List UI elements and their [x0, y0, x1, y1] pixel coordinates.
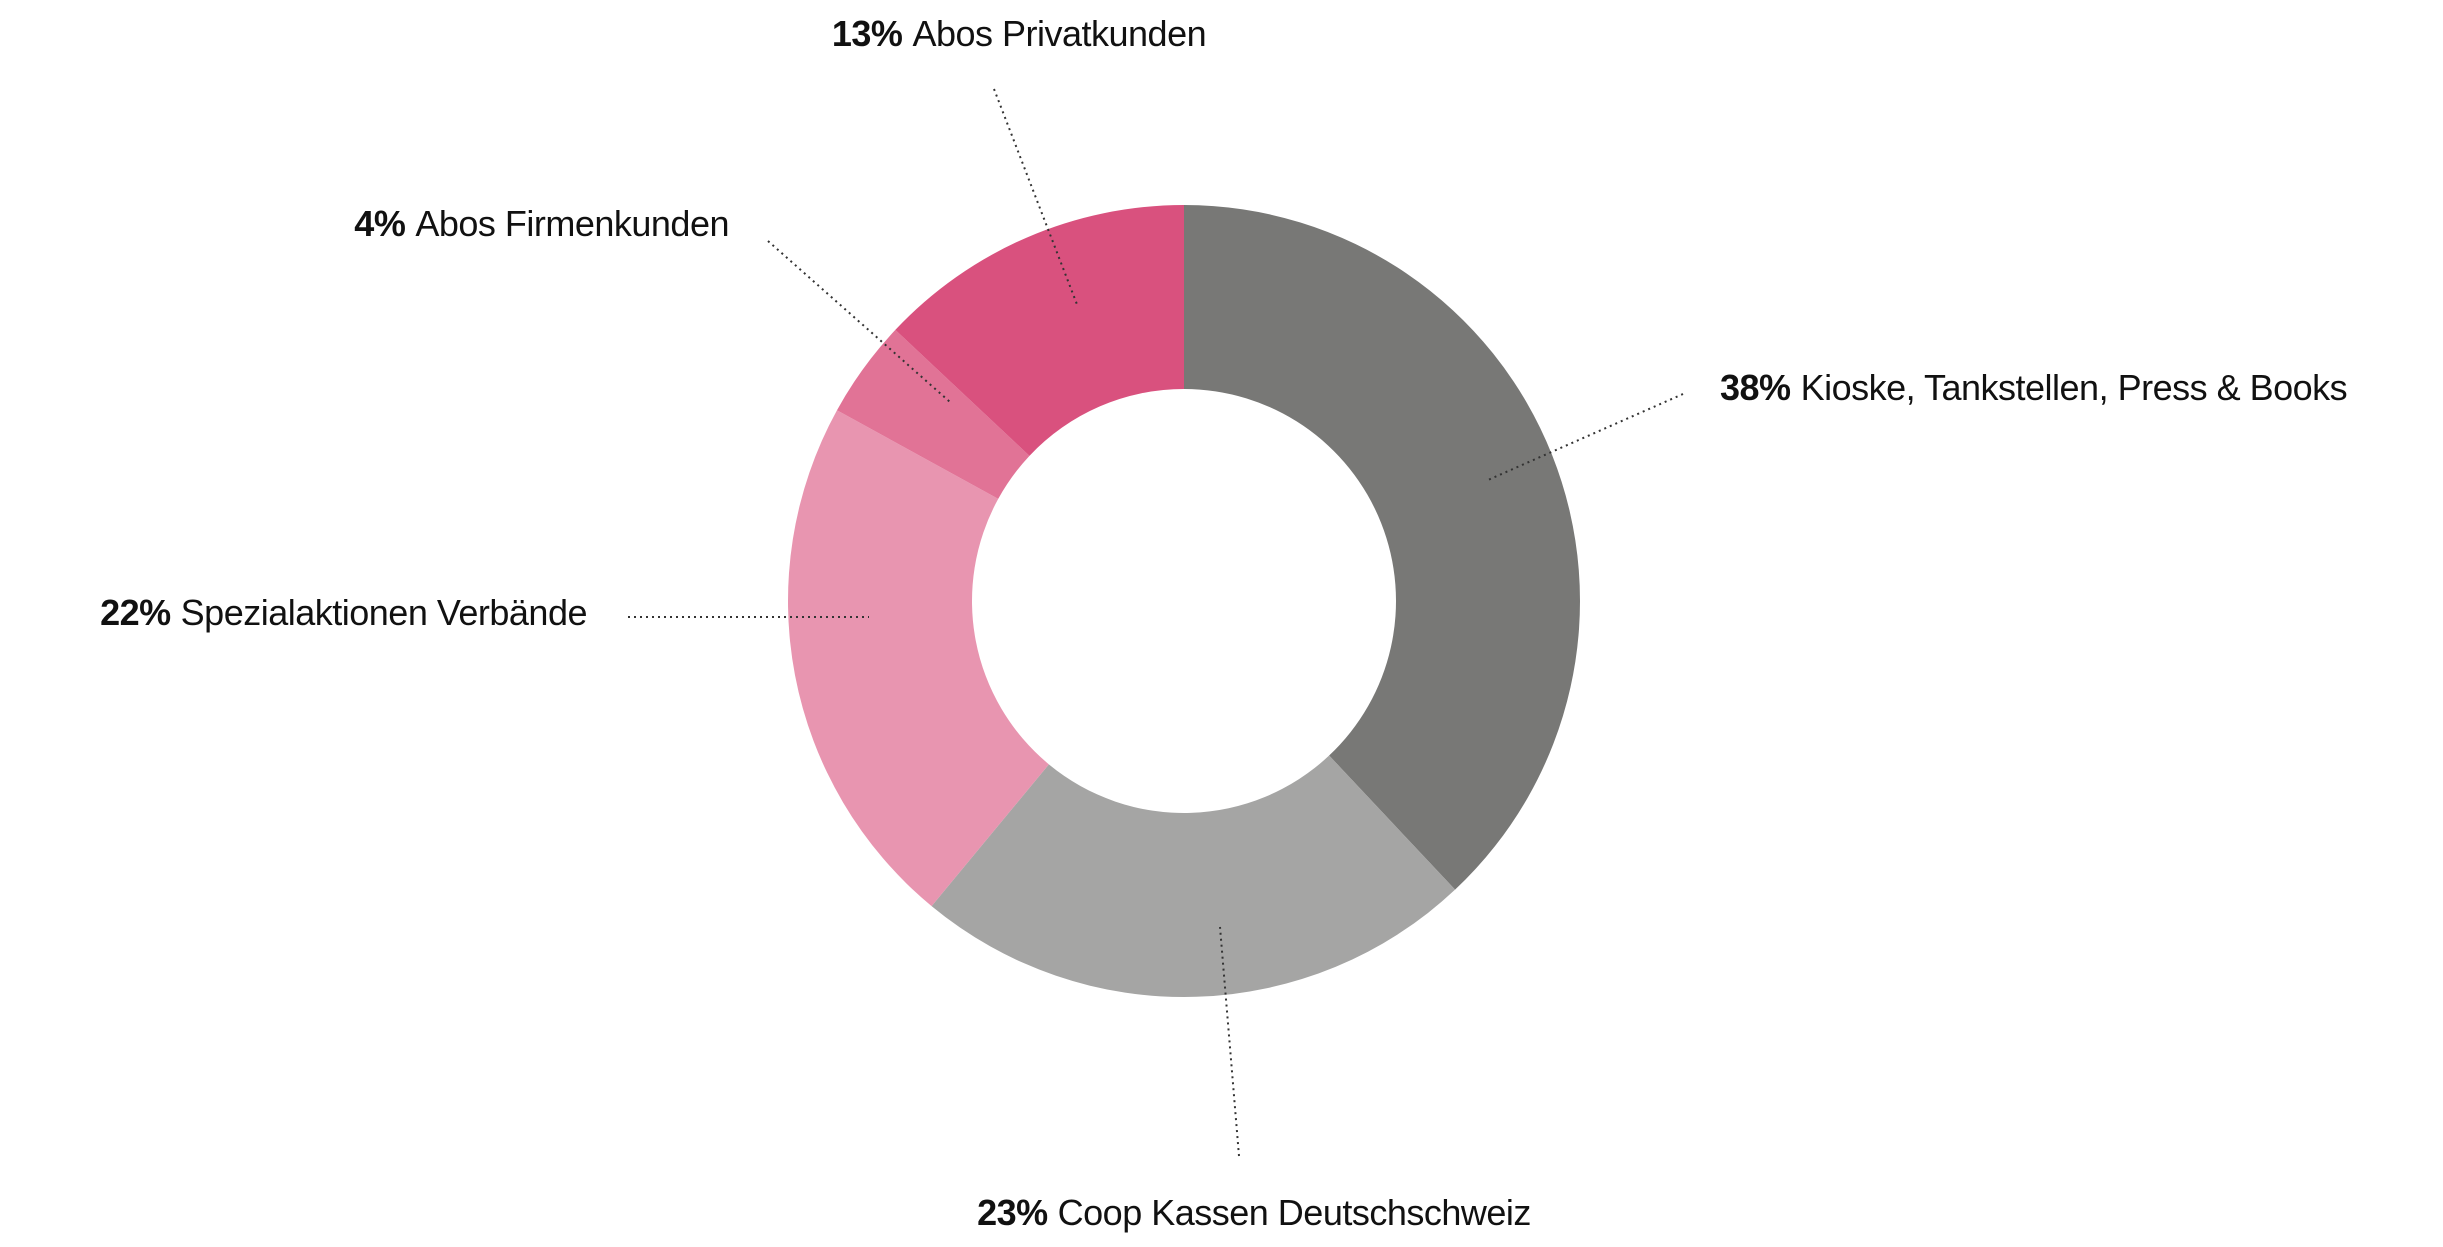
leader-line [1219, 926, 1240, 1157]
donut-segment [931, 755, 1456, 998]
slice-value: 23% [977, 1192, 1048, 1233]
donut-segment [895, 205, 1184, 456]
slice-name: Abos Privatkunden [912, 13, 1206, 54]
slice-label: 23% Coop Kassen Deutschschweiz [977, 1192, 1531, 1233]
slice-name: Spezialaktionen Verbände [181, 592, 587, 633]
slice-label: 13% Abos Privatkunden [832, 13, 1206, 54]
slice-name: Coop Kassen Deutschschweiz [1058, 1192, 1531, 1233]
slice-name: Abos Firmenkunden [415, 203, 729, 244]
slice-label: 4% Abos Firmenkunden [354, 203, 729, 244]
slice-value: 4% [354, 203, 406, 244]
slice-value: 13% [832, 13, 903, 54]
donut-segment [788, 410, 1049, 907]
leader-line [767, 240, 951, 403]
slice-value: 38% [1720, 367, 1791, 408]
slice-label: 38% Kioske, Tankstellen, Press & Books [1720, 367, 2347, 408]
slice-label: 22% Spezialaktionen Verbände [100, 592, 587, 633]
donut-segment [836, 329, 1030, 499]
donut-segment [1184, 205, 1580, 890]
slice-name: Kioske, Tankstellen, Press & Books [1801, 367, 2348, 408]
slice-value: 22% [100, 592, 171, 633]
